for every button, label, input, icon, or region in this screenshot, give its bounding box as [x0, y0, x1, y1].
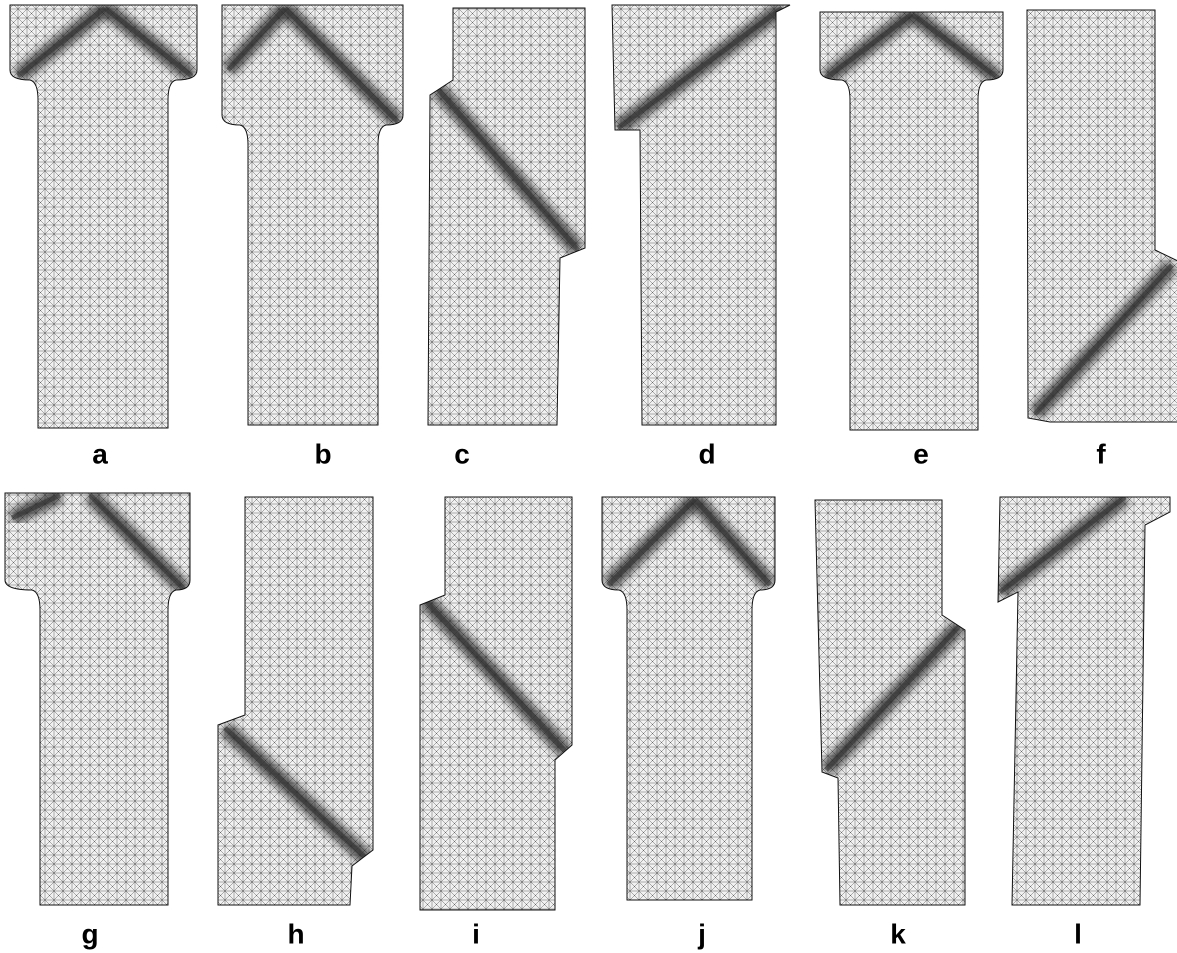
- outline: [9, 4, 198, 429]
- band-core: [423, 598, 568, 754]
- shear-band: [420, 594, 572, 758]
- outline: [217, 496, 374, 906]
- outline: [601, 496, 776, 901]
- shear-band: [821, 12, 1003, 85]
- mesh: [218, 497, 373, 905]
- panel-label: h: [287, 918, 304, 949]
- panel-label: b: [314, 438, 331, 469]
- shear-band: [13, 5, 197, 83]
- mesh-panel: [1026, 9, 1177, 423]
- panel-label: e: [913, 438, 929, 469]
- shear-band: [219, 722, 373, 866]
- shear-band: [1029, 259, 1177, 420]
- outline: [1026, 9, 1177, 423]
- mesh: [5, 493, 190, 905]
- mesh: [222, 5, 403, 425]
- band-core: [910, 12, 1000, 81]
- mesh: [998, 497, 1170, 905]
- mesh-panel: [601, 496, 776, 901]
- mesh-panel: [819, 11, 1004, 431]
- band-core: [103, 6, 194, 78]
- band-core: [435, 86, 580, 252]
- outline: [819, 11, 1004, 431]
- band-core: [88, 493, 187, 592]
- mesh-panel: [9, 4, 198, 429]
- outline: [221, 4, 404, 426]
- panel-label: c: [454, 438, 470, 469]
- shear-band: [602, 497, 775, 591]
- mesh: [420, 497, 572, 910]
- outline: [814, 499, 966, 906]
- mesh-panel: [427, 7, 586, 426]
- band-core: [606, 497, 697, 587]
- mesh-panel: [997, 496, 1171, 906]
- panel-label: f: [1096, 438, 1106, 469]
- mesh-panel: [611, 4, 791, 426]
- mesh-panel: [419, 496, 573, 911]
- panel-label: l: [1074, 918, 1082, 949]
- mesh-panel: [814, 499, 966, 906]
- band-core: [283, 6, 400, 124]
- mesh: [612, 5, 790, 425]
- band-core: [824, 12, 914, 81]
- shear-band: [998, 497, 1130, 599]
- band-core: [824, 623, 962, 772]
- panel-label: j: [697, 918, 706, 949]
- mesh: [602, 497, 775, 900]
- shear-band: [222, 5, 403, 128]
- shear-band: [613, 5, 787, 135]
- mesh: [1027, 10, 1177, 422]
- band-core: [16, 6, 107, 78]
- outline: [997, 496, 1171, 906]
- outline: [4, 492, 191, 906]
- band-core: [1033, 263, 1174, 416]
- mesh-panel: [4, 492, 191, 906]
- panel-label: i: [472, 918, 480, 949]
- band-core: [223, 726, 370, 862]
- mesh-panel: [217, 496, 374, 906]
- band-core: [616, 5, 784, 131]
- outline: [419, 496, 573, 911]
- panel-label: g: [81, 918, 98, 949]
- shear-band: [820, 619, 965, 776]
- outline: [427, 7, 586, 426]
- band-core: [10, 493, 62, 521]
- panel-label: a: [92, 438, 108, 469]
- shear-band: [430, 82, 585, 256]
- mesh: [820, 12, 1003, 430]
- panel-label: k: [890, 918, 906, 949]
- panel-label: d: [698, 438, 715, 469]
- mesh-panel: [221, 4, 404, 426]
- band-core: [693, 497, 772, 587]
- band-core: [998, 497, 1127, 594]
- shear-band: [8, 493, 190, 596]
- mesh: [10, 5, 197, 428]
- band-core: [226, 6, 287, 72]
- mesh: [428, 8, 585, 425]
- outline: [611, 4, 791, 426]
